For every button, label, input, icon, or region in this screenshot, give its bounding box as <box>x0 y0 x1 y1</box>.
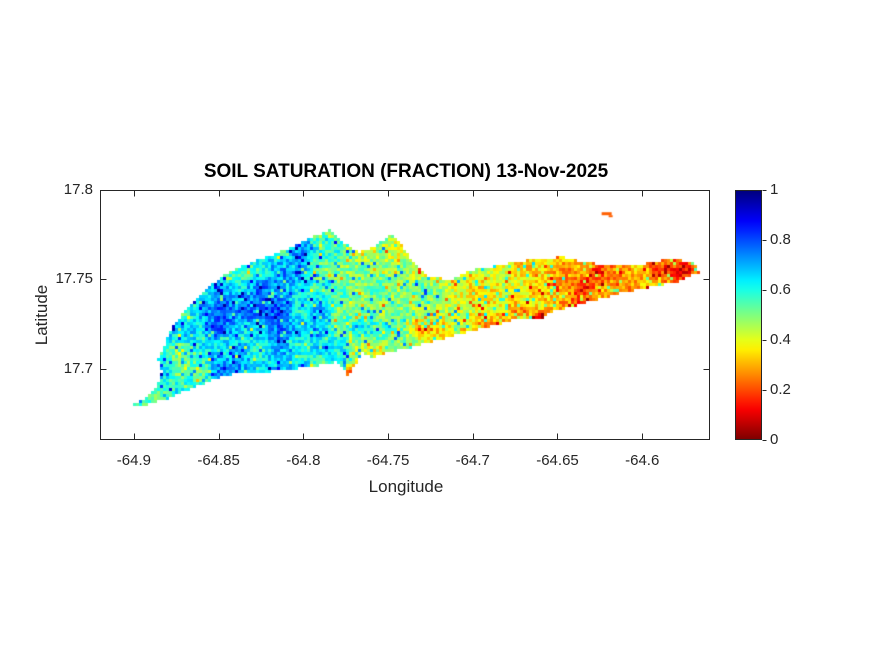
x-tick-label: -64.65 <box>536 452 579 469</box>
colorbar-tick-label: 0.6 <box>770 281 791 298</box>
y-tick-label: 17.7 <box>63 359 93 377</box>
colorbar-gradient <box>735 190 762 440</box>
colorbar-tick-label: 1 <box>770 181 779 198</box>
y-tick-label: 17.8 <box>63 181 93 198</box>
y-axis-label: Latitude <box>32 284 51 346</box>
x-tick-label: -64.7 <box>455 452 490 469</box>
colorbar-tick-label: 0 <box>770 431 779 448</box>
x-axis-label: Longitude <box>368 477 444 496</box>
x-tick-label: -64.75 <box>366 452 410 469</box>
x-tick-label: -64.85 <box>197 452 240 469</box>
x-tick-label: -64.6 <box>625 452 660 469</box>
chart-title: SOIL SATURATION (FRACTION) 13-Nov-2025 <box>203 161 609 182</box>
colorbar-tick-label: 0.8 <box>770 231 791 248</box>
island-heatmap <box>100 190 710 440</box>
x-tick-label: -64.9 <box>116 452 151 469</box>
y-tick-label: 17.75 <box>55 270 93 288</box>
colorbar-tick-label: 0.2 <box>770 381 791 398</box>
x-tick-label: -64.8 <box>286 452 321 469</box>
colorbar-tick-label: 0.4 <box>770 331 791 348</box>
